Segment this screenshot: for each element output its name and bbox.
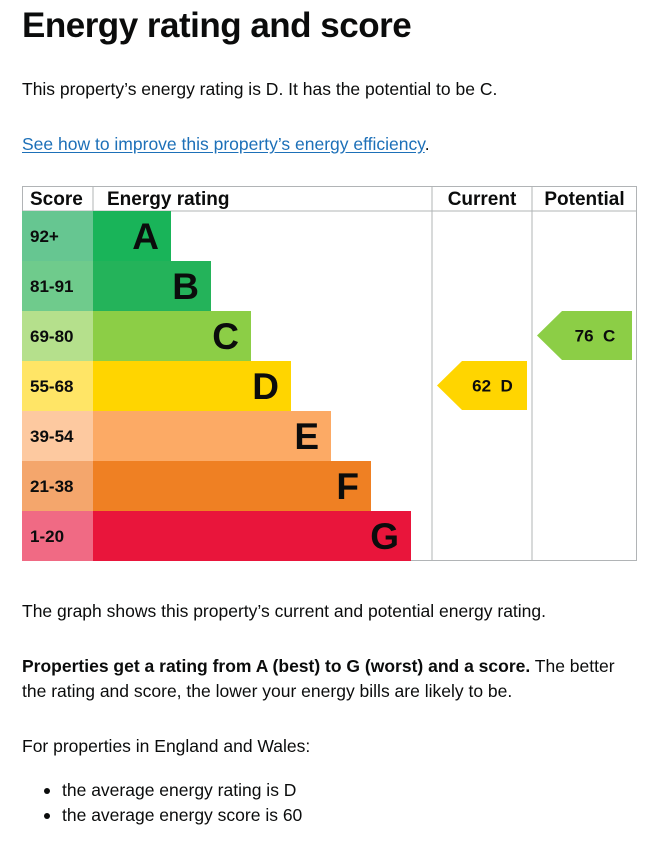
average-rating-item: the average energy rating is D	[22, 778, 302, 803]
current-rating-label: 62 D	[472, 377, 513, 396]
score-cell-d	[22, 361, 93, 411]
score-cell-f	[22, 461, 93, 511]
rating-summary: This property’s energy rating is D. It h…	[22, 79, 498, 99]
band-letter-f: F	[336, 466, 359, 507]
page-title: Energy rating and score	[22, 6, 412, 45]
band-bar-b	[93, 261, 211, 311]
energy-rating-chart: Score Energy rating Current Potential 92+ A 81…	[22, 186, 637, 561]
score-range-c: 69-80	[30, 327, 73, 346]
score-range-d: 55-68	[30, 377, 73, 396]
band-bar-a	[93, 211, 171, 261]
band-letter-a: A	[132, 216, 159, 257]
band-bar-g	[93, 511, 411, 561]
band-letter-b: B	[172, 266, 199, 307]
score-cell-e	[22, 411, 93, 461]
link-suffix: .	[424, 134, 430, 154]
band-bar-e	[93, 411, 331, 461]
graph-description: The graph shows this property’s current …	[22, 601, 547, 621]
averages-list: the average energy rating is D the avera…	[22, 778, 302, 828]
score-cell-a	[22, 211, 93, 261]
energy-rating-header: Energy rating	[107, 189, 229, 210]
band-letter-c: C	[212, 316, 239, 357]
potential-rating-label: 76 C	[575, 327, 616, 346]
band-letter-e: E	[294, 416, 319, 457]
score-range-f: 21-38	[30, 477, 73, 496]
rating-explanation-rest: The better the rating and score, the low…	[22, 656, 615, 701]
score-range-a: 92+	[30, 227, 59, 246]
current-header: Current	[448, 189, 517, 210]
average-score-item: the average energy score is 60	[22, 803, 302, 828]
score-header: Score	[30, 189, 83, 210]
improve-link-line: See how to improve this property’s energ…	[22, 132, 430, 157]
rating-explanation-bold: Properties get a rating from A (best) to…	[22, 656, 531, 676]
improve-efficiency-link[interactable]: See how to improve this property’s energ…	[22, 134, 425, 154]
score-cell-b	[22, 261, 93, 311]
score-range-b: 81-91	[30, 277, 73, 296]
potential-header: Potential	[544, 189, 624, 210]
band-bar-f	[93, 461, 371, 511]
band-bar-c	[93, 311, 251, 361]
score-range-g: 1-20	[30, 527, 64, 546]
band-letter-g: G	[370, 516, 399, 557]
band-bar-d	[93, 361, 291, 411]
energy-rating-graph: Score Energy rating Current Potential 92+ A 81…	[22, 186, 637, 561]
potential-rating-arrow	[537, 311, 632, 360]
current-rating-arrow	[437, 361, 527, 410]
england-wales-intro: For properties in England and Wales:	[22, 736, 311, 756]
score-range-e: 39-54	[30, 427, 74, 446]
score-cell-c	[22, 311, 93, 361]
score-cell-g	[22, 511, 93, 561]
band-letter-d: D	[252, 366, 279, 407]
rating-explanation: Properties get a rating from A (best) to…	[22, 654, 642, 704]
